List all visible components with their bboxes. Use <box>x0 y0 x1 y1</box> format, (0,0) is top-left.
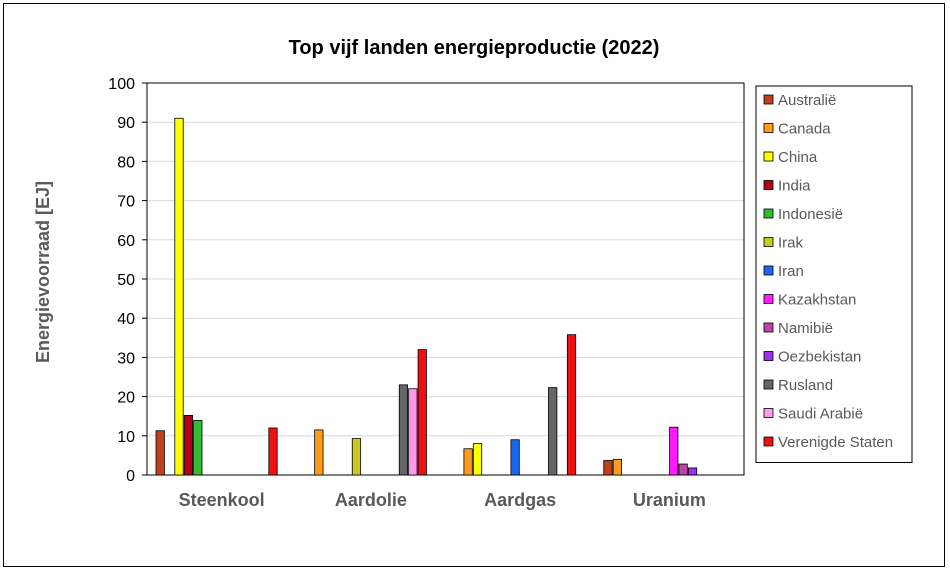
legend-swatch <box>763 436 774 447</box>
legend-swatch <box>763 180 774 190</box>
y-tick-label: 50 <box>117 272 135 289</box>
y-tick-label: 90 <box>117 115 135 132</box>
legend-entry: Rusland <box>778 377 833 394</box>
bar-indonesi--steenkool <box>193 420 203 476</box>
bar-rusland-aardgas <box>548 387 558 476</box>
bar-canada-aardolie <box>314 429 324 476</box>
legend-box <box>755 85 913 463</box>
bar-kazakhstan-uranium <box>669 426 679 476</box>
legend-entry: Saudi Arabië <box>778 406 863 423</box>
y-tick-label: 70 <box>117 194 135 211</box>
x-category-label: Uranium <box>633 490 706 510</box>
legend-swatch <box>763 123 774 133</box>
bar-australi--uranium <box>603 460 613 476</box>
y-tick-label: 30 <box>117 350 135 367</box>
legend-swatch <box>763 379 774 390</box>
y-tick-label: 20 <box>117 390 135 407</box>
bar-oezbekistan-uranium <box>687 467 698 476</box>
y-axis-label: Energievoorraad [EJ] <box>33 181 53 363</box>
legend-swatch <box>763 322 774 333</box>
bar-verenigde-staten-aardolie <box>417 349 427 476</box>
bar-verenigde-staten-aardgas <box>566 334 577 476</box>
y-tick-label: 60 <box>117 233 135 250</box>
x-category-label: Aardolie <box>335 490 407 510</box>
legend-entry: Namibië <box>778 320 833 337</box>
legend-swatch <box>763 408 774 418</box>
bar-india-steenkool <box>183 415 193 476</box>
bar-iran-aardgas <box>510 439 520 476</box>
y-tick-label: 0 <box>126 468 135 485</box>
y-tick-label: 100 <box>108 76 135 93</box>
legend-swatch <box>763 265 774 276</box>
bar-canada-aardgas <box>463 448 473 476</box>
bar-namibi--uranium <box>678 463 688 476</box>
legend-swatch <box>763 351 774 361</box>
legend-entry: India <box>778 178 811 195</box>
legend-swatch <box>763 208 774 219</box>
legend-swatch <box>763 294 774 304</box>
legend-entry: Australië <box>778 92 836 109</box>
legend-entry: Oezbekistan <box>778 349 861 366</box>
bar-chart: Top vijf landen energieproductie (2022) … <box>33 37 913 510</box>
legend-entry: Kazakhstan <box>778 292 856 309</box>
legend-swatch <box>763 151 774 162</box>
bar-verenigde-staten-steenkool <box>268 427 278 476</box>
bar-saudi-arabi--aardolie <box>408 388 418 476</box>
bar-rusland-aardolie <box>398 384 409 476</box>
legend-entry: Iran <box>778 263 804 280</box>
y-tick-label: 80 <box>117 154 135 171</box>
legend-entry: Canada <box>778 121 831 138</box>
bar-australi--steenkool <box>155 430 165 476</box>
legend-entry: China <box>778 149 818 166</box>
legend-entry: Indonesië <box>778 206 843 223</box>
bar-china-steenkool <box>174 117 184 476</box>
legend-swatch <box>763 237 774 247</box>
y-tick-label: 10 <box>117 429 135 446</box>
legend: Australië Canada China India Indonesië Irak Ir… <box>755 85 913 463</box>
legend-entry: Verenigde Staten <box>778 434 893 451</box>
legend-swatch <box>763 94 774 105</box>
plot-border <box>146 82 745 476</box>
chart-frame: Top vijf landen energieproductie (2022) … <box>3 3 945 567</box>
plot-area: 0 10 20 30 40 50 60 70 80 90 100 Steenkool Aardolie A… <box>108 76 745 510</box>
y-tick-label: 40 <box>117 311 135 328</box>
legend-entry: Irak <box>778 235 804 252</box>
bar-irak-aardolie <box>351 438 362 476</box>
bar-china-aardgas <box>472 443 483 476</box>
x-category-label: Steenkool <box>179 490 265 510</box>
chart-title: Top vijf landen energieproductie (2022) <box>289 37 660 59</box>
x-category-label: Aardgas <box>484 490 556 510</box>
bar-canada-uranium <box>612 458 622 476</box>
